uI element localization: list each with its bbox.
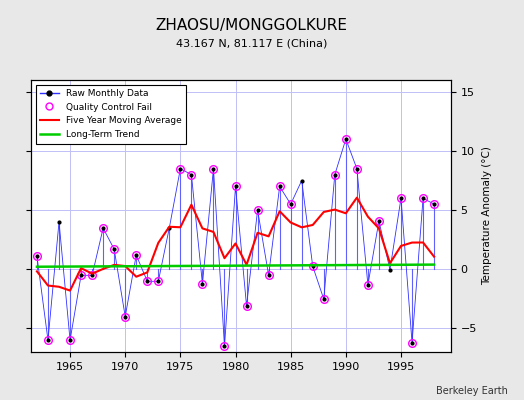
Legend: Raw Monthly Data, Quality Control Fail, Five Year Moving Average, Long-Term Tren: Raw Monthly Data, Quality Control Fail, … <box>36 84 186 144</box>
Text: ZHAOSU/MONGGOLKURE: ZHAOSU/MONGGOLKURE <box>156 18 347 33</box>
Text: 43.167 N, 81.117 E (China): 43.167 N, 81.117 E (China) <box>176 38 327 48</box>
Y-axis label: Temperature Anomaly (°C): Temperature Anomaly (°C) <box>482 146 492 286</box>
Text: Berkeley Earth: Berkeley Earth <box>436 386 508 396</box>
